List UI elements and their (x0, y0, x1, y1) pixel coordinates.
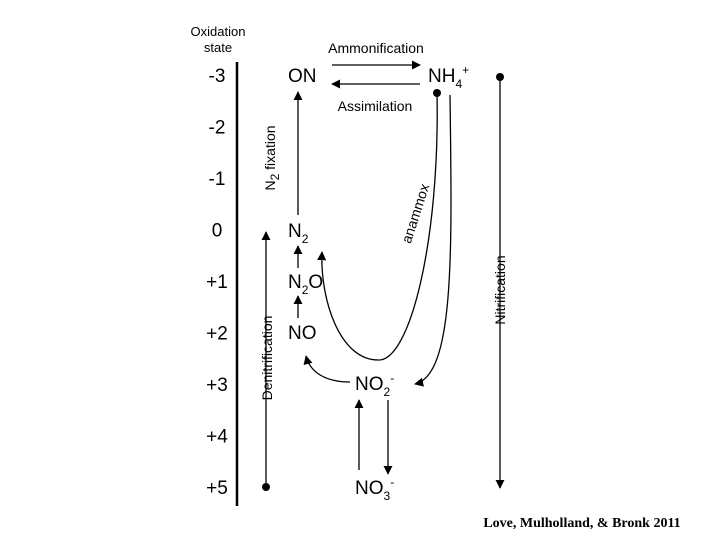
citation: Love, Mulholland, & Bronk 2011 (483, 516, 680, 531)
dot (262, 483, 270, 491)
species-text: NH (428, 66, 455, 87)
process-text: fixation (262, 125, 278, 173)
species-text: NO (288, 323, 317, 344)
axis-title: Oxidation state (191, 24, 246, 55)
process-label: N2 fixation (262, 125, 282, 190)
process-text: N (262, 180, 278, 190)
oxidation-level: 0 (212, 221, 223, 242)
subscript: 3 (384, 489, 391, 503)
superscript: - (390, 371, 394, 385)
species: N2O (288, 272, 323, 297)
oxidation-level: +2 (206, 324, 228, 345)
oxidation-level: -1 (209, 169, 226, 190)
arrows (261, 60, 505, 491)
oxidation-level: -2 (209, 118, 226, 139)
superscript: - (390, 475, 394, 489)
species-text: NO (355, 478, 384, 499)
superscript: + (462, 63, 469, 77)
axis-title-line: Oxidation (191, 24, 246, 39)
arrow (303, 355, 351, 383)
subscript: 4 (455, 77, 462, 91)
species: NO2- (355, 371, 394, 399)
axis-title-line: state (204, 40, 232, 55)
oxidation-level: +1 (206, 272, 228, 293)
subscript: 2 (268, 173, 282, 180)
species-text: N (288, 272, 302, 293)
oxidation-level: +3 (206, 375, 228, 396)
process-label: Ammonification (328, 40, 424, 56)
subscript: 2 (302, 283, 309, 297)
species: NO3- (355, 475, 394, 503)
species-text: NO (355, 374, 384, 395)
species: NH4+ (428, 63, 469, 91)
dot (496, 73, 504, 81)
species: NO (288, 323, 317, 344)
subscript: 2 (302, 232, 309, 246)
process-label: Assimilation (338, 98, 413, 114)
species-text: O (308, 272, 323, 293)
process-label: Denitrification (259, 316, 275, 401)
levels: -3 -2 -1 0 +1 +2 +3 +4 +5 (206, 66, 228, 499)
oxidation-level: +5 (206, 478, 228, 499)
species-text: ON (288, 66, 317, 87)
oxidation-level: +4 (206, 427, 228, 448)
species: N2 (288, 221, 309, 246)
process-label: anammox (398, 182, 432, 245)
arrow (414, 94, 452, 387)
species: ON (288, 66, 317, 87)
subscript: 2 (384, 385, 391, 399)
species-text: N (288, 221, 302, 242)
dot (433, 89, 441, 97)
oxidation-level: -3 (209, 66, 226, 87)
arrow (317, 92, 438, 361)
